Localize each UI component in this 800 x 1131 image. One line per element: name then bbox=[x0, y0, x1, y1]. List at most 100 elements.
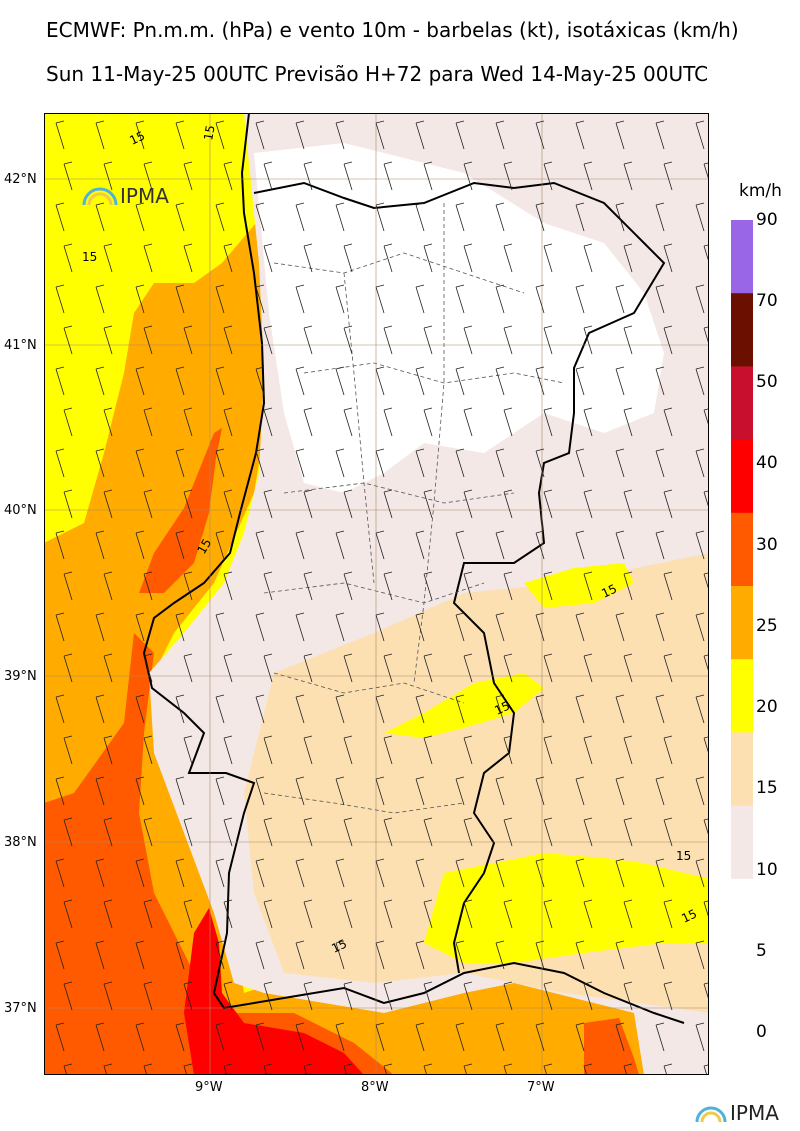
wind-barb bbox=[583, 653, 593, 683]
wind-barb bbox=[495, 940, 505, 970]
wind-barb bbox=[455, 858, 465, 888]
wind-barb bbox=[423, 407, 433, 437]
wind-barb bbox=[615, 530, 625, 560]
wind-barb bbox=[55, 1022, 65, 1052]
wind-barb bbox=[583, 571, 593, 601]
wind-barb bbox=[623, 981, 633, 1011]
wind-barb bbox=[503, 571, 513, 601]
wind-barb bbox=[143, 243, 153, 273]
wind-barb bbox=[695, 694, 705, 724]
wind-barb bbox=[543, 735, 553, 765]
colorbar-swatch bbox=[731, 366, 753, 441]
wind-barb bbox=[383, 899, 393, 929]
wind-barb bbox=[615, 448, 625, 478]
wind-barb bbox=[415, 120, 425, 150]
wind-barb bbox=[63, 735, 73, 765]
wind-barb bbox=[175, 858, 185, 888]
wind-barb bbox=[623, 489, 633, 519]
wind-barb bbox=[655, 120, 665, 150]
colorbar bbox=[731, 220, 753, 952]
wind-barb bbox=[535, 284, 545, 314]
wind-barb bbox=[463, 735, 473, 765]
wind-barb bbox=[63, 325, 73, 355]
wind-barb bbox=[623, 161, 633, 191]
wind-barb bbox=[375, 858, 385, 888]
wind-barb bbox=[455, 530, 465, 560]
wind-barb bbox=[255, 120, 265, 150]
wind-barb bbox=[103, 817, 113, 847]
wind-barb bbox=[143, 899, 153, 929]
wind-barb bbox=[183, 1063, 193, 1075]
wind-barb bbox=[335, 1022, 345, 1052]
wind-barb bbox=[695, 284, 705, 314]
wind-barb bbox=[103, 571, 113, 601]
wind-barb bbox=[295, 284, 305, 314]
wind-barb bbox=[263, 899, 273, 929]
wind-barb bbox=[55, 202, 65, 232]
wind-barb bbox=[695, 530, 705, 560]
wind-barb bbox=[135, 776, 145, 806]
wind-barb bbox=[95, 858, 105, 888]
wind-barb bbox=[575, 366, 585, 396]
wind-barb bbox=[455, 448, 465, 478]
wind-barb bbox=[175, 366, 185, 396]
wind-barb bbox=[295, 858, 305, 888]
wind-barb bbox=[103, 161, 113, 191]
wind-barb bbox=[95, 612, 105, 642]
wind-barb bbox=[535, 530, 545, 560]
wind-barb bbox=[335, 448, 345, 478]
wind-barb bbox=[655, 612, 665, 642]
wind-barb bbox=[583, 899, 593, 929]
wind-barb bbox=[255, 530, 265, 560]
wind-barb bbox=[175, 612, 185, 642]
wind-barb bbox=[383, 161, 393, 191]
wind-barb bbox=[215, 366, 225, 396]
colorbar-unit: km/h bbox=[739, 181, 782, 201]
wind-barb bbox=[263, 817, 273, 847]
wind-barb bbox=[375, 694, 385, 724]
colorbar-swatch bbox=[731, 878, 753, 952]
wind-barb bbox=[415, 284, 425, 314]
wind-barb bbox=[223, 243, 233, 273]
wind-barb bbox=[223, 981, 233, 1011]
contour-label: 15 bbox=[676, 849, 691, 863]
wind-barb bbox=[63, 1063, 73, 1075]
wind-barb bbox=[423, 243, 433, 273]
wind-barb bbox=[95, 448, 105, 478]
wind-barb bbox=[223, 407, 233, 437]
wind-barb bbox=[663, 243, 673, 273]
wind-barb bbox=[535, 366, 545, 396]
wind-barb bbox=[175, 1022, 185, 1052]
colorbar-label: 0 bbox=[756, 1022, 767, 1042]
wind-barb bbox=[183, 735, 193, 765]
wind-barb bbox=[695, 776, 705, 806]
wind-barb bbox=[423, 817, 433, 847]
wind-barb bbox=[55, 120, 65, 150]
wind-barb bbox=[263, 653, 273, 683]
wind-barb bbox=[143, 1063, 153, 1075]
wind-barb bbox=[183, 817, 193, 847]
wind-barb bbox=[175, 202, 185, 232]
wind-barb bbox=[463, 653, 473, 683]
lat-label-40: 40°N bbox=[4, 503, 37, 518]
wind-barb bbox=[55, 612, 65, 642]
wind-barb bbox=[663, 735, 673, 765]
wind-barb bbox=[335, 202, 345, 232]
wind-barb bbox=[655, 530, 665, 560]
wind-barb bbox=[655, 366, 665, 396]
wind-barb bbox=[263, 243, 273, 273]
wind-barb bbox=[55, 448, 65, 478]
wind-barb bbox=[575, 1022, 585, 1052]
wind-barb bbox=[695, 202, 705, 232]
wind-barb bbox=[335, 366, 345, 396]
wind-barb bbox=[375, 612, 385, 642]
wind-barb bbox=[135, 694, 145, 724]
wind-barb bbox=[295, 612, 305, 642]
wind-barb bbox=[335, 612, 345, 642]
wind-barb bbox=[63, 571, 73, 601]
wind-barb bbox=[223, 161, 233, 191]
colorbar-swatch bbox=[731, 220, 753, 294]
ipma-logo-inset: IPMA bbox=[82, 184, 169, 208]
colorbar-label: 90 bbox=[756, 210, 778, 230]
wind-barb bbox=[415, 530, 425, 560]
